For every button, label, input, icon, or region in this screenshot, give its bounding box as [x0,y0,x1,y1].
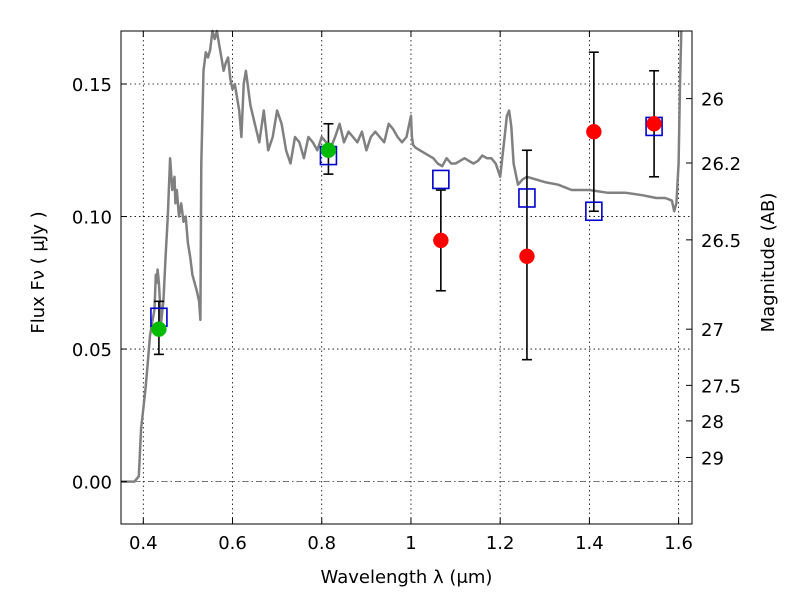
x-tick-label: 0.6 [218,533,247,554]
x-axis-label: Wavelength λ (μm) [321,567,493,588]
x-tick-label: 1.4 [575,533,604,554]
y-tick-label: 0.15 [72,75,112,96]
right-tick-label: 26.2 [701,154,741,175]
model-spectrum-line [121,29,683,483]
right-tick-label: 28 [701,412,724,433]
right-axis-label: Magnitude (AB) [758,193,779,333]
x-tick-label: 1.6 [664,533,693,554]
plot-frame [120,30,693,525]
model-photometry-square [432,169,450,190]
observed-hst-point [646,116,662,132]
observed-hst-point [433,232,449,249]
y-tick-label: 0.10 [72,208,112,229]
observed-ground-point [320,142,337,159]
observed-ground-point [151,321,167,337]
right-tick-label: 29 [701,448,724,469]
tick-layer: 0.4 0.6 0.8 1 1.2 1.4 1.6 0.00 0.05 0.10 0.15 26 26.… [72,31,741,554]
x-tick-label: 1.2 [486,533,515,554]
observed-points-layer [151,116,662,337]
x-tick-label: 1 [405,533,416,554]
y-axis-label: Flux Fν ( μJy ) [28,211,49,333]
observed-hst-point [519,248,535,265]
model-spectrum-layer [121,29,683,483]
right-tick-label: 26 [701,90,724,111]
x-tick-label: 0.8 [307,533,336,554]
observed-hst-point [586,123,602,140]
y-tick-label: 0.05 [72,340,112,361]
model-photometry-square [518,188,536,208]
right-tick-label: 27.5 [701,376,741,397]
right-tick-label: 27 [701,320,724,341]
y-tick-label: 0.00 [72,473,112,494]
model-photometry-square [585,201,603,222]
right-tick-label: 26.5 [701,231,741,252]
x-tick-label: 0.4 [129,533,158,554]
